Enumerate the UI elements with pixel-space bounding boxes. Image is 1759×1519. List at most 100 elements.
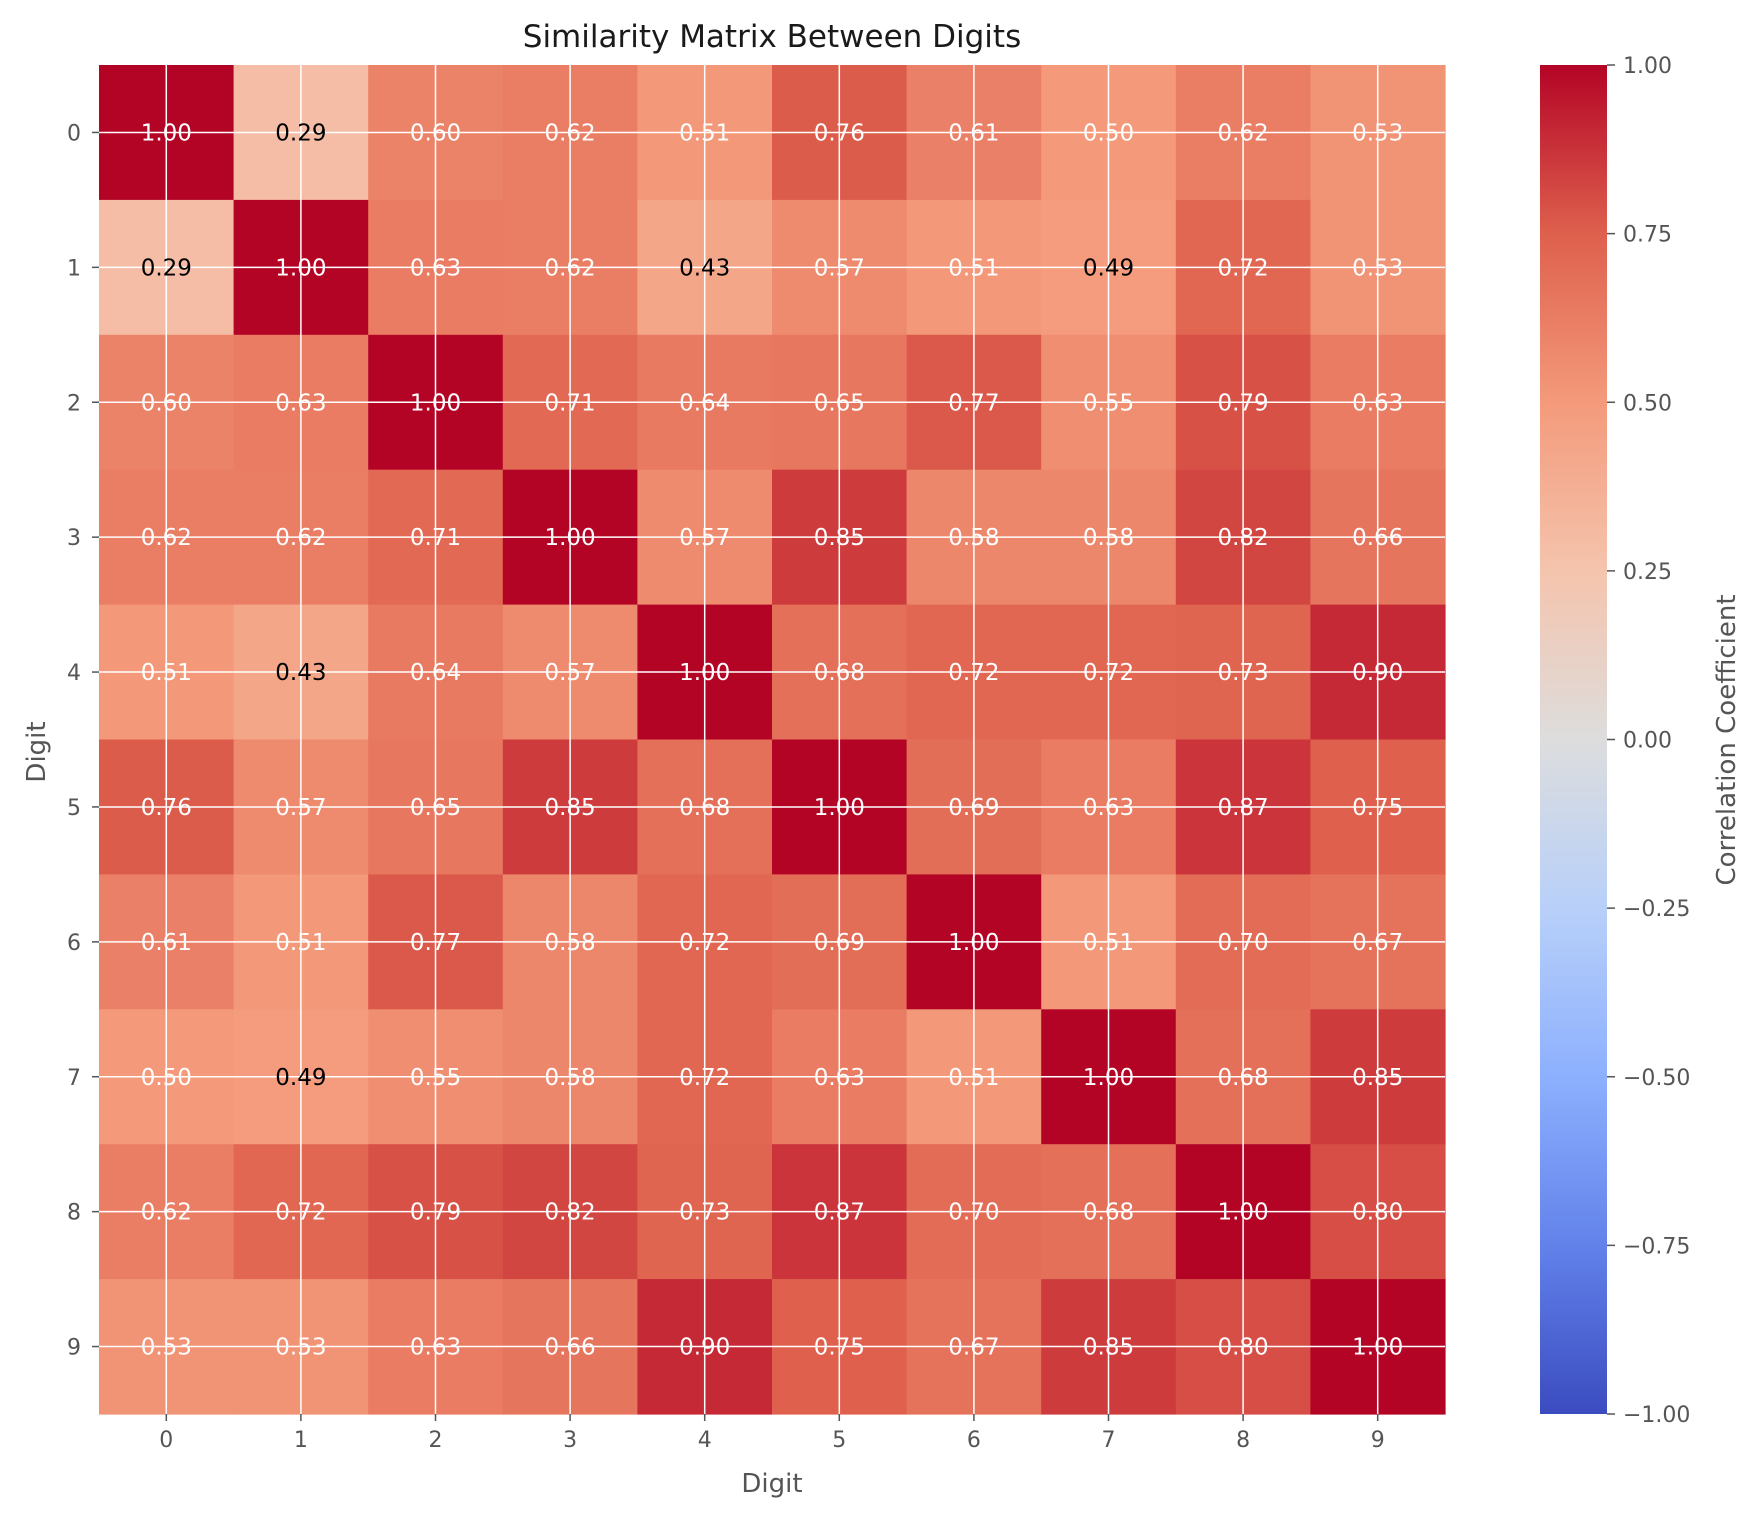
cell-value-label: 1.00 <box>1083 1065 1134 1091</box>
cell-value-label: 0.77 <box>948 390 999 416</box>
cell-value-label: 0.72 <box>1083 660 1134 686</box>
y-tick-label: 9 <box>67 1336 81 1361</box>
cell-value-label: 0.68 <box>1217 1065 1268 1091</box>
cell-value-label: 0.49 <box>1083 255 1134 281</box>
x-tick-label: 3 <box>563 1428 577 1453</box>
cell-value-label: 0.90 <box>1352 660 1403 686</box>
gridlines <box>99 65 1445 1414</box>
y-tick-label: 8 <box>67 1201 81 1226</box>
cell-value-label: 0.51 <box>948 255 999 281</box>
cell-value-label: 0.62 <box>544 255 595 281</box>
cell-value-label: 0.62 <box>275 525 326 551</box>
cell-value-label: 0.58 <box>948 525 999 551</box>
y-tick-label: 2 <box>67 391 81 416</box>
cell-value-label: 0.76 <box>141 795 192 821</box>
y-tick-label: 0 <box>67 121 81 146</box>
cell-value-label: 0.60 <box>141 390 192 416</box>
cell-value-label: 0.55 <box>1083 390 1134 416</box>
cell-value-label: 0.68 <box>814 660 865 686</box>
cell-value-label: 0.72 <box>948 660 999 686</box>
cell-value-label: 0.51 <box>948 1065 999 1091</box>
colorbar-tick-label: 0.50 <box>1623 391 1672 416</box>
cell-value-label: 1.00 <box>141 120 192 146</box>
cell-value-label: 0.82 <box>544 1200 595 1226</box>
cell-value-label: 0.77 <box>410 930 461 956</box>
cell-value-label: 0.73 <box>1217 660 1268 686</box>
y-axis-ticks: 0 1 2 3 4 5 6 7 8 9 <box>67 121 99 1361</box>
cell-value-label: 0.51 <box>141 660 192 686</box>
cell-value-label: 0.80 <box>1352 1200 1403 1226</box>
cell-value-label: 0.29 <box>275 120 326 146</box>
cell-value-label: 0.67 <box>1352 930 1403 956</box>
cell-value-label: 0.53 <box>1352 255 1403 281</box>
cell-value-label: 0.61 <box>948 120 999 146</box>
cell-value-label: 0.51 <box>679 120 730 146</box>
cell-value-label: 0.58 <box>544 1065 595 1091</box>
cell-value-label: 0.63 <box>1083 795 1134 821</box>
cell-value-label: 0.65 <box>814 390 865 416</box>
colorbar-tick-label: −0.25 <box>1623 897 1690 922</box>
colorbar-tick-label: 0.25 <box>1623 560 1672 585</box>
cell-value-label: 0.87 <box>1217 795 1268 821</box>
cell-value-label: 0.50 <box>1083 120 1134 146</box>
cell-value-label: 0.82 <box>1217 525 1268 551</box>
cell-value-label: 0.75 <box>1352 795 1403 821</box>
cell-value-label: 1.00 <box>410 390 461 416</box>
x-tick-label: 2 <box>429 1428 443 1453</box>
cell-annotations: 1.00 0.29 0.60 0.62 0.51 0.76 0.61 0.50 0.62 0.53… <box>141 120 1404 1360</box>
cell-value-label: 0.29 <box>141 255 192 281</box>
colorbar-tick-label: 1.00 <box>1623 54 1672 79</box>
y-tick-label: 1 <box>67 256 81 281</box>
colorbar-tick-label: −0.75 <box>1623 1234 1690 1259</box>
cell-value-label: 0.87 <box>814 1200 865 1226</box>
cell-value-label: 1.00 <box>544 525 595 551</box>
cell-value-label: 0.72 <box>679 930 730 956</box>
cell-value-label: 0.51 <box>275 930 326 956</box>
colorbar-label: Correlation Coefficient <box>1712 594 1742 885</box>
cell-value-label: 0.49 <box>275 1065 326 1091</box>
cell-value-label: 0.76 <box>814 120 865 146</box>
cell-value-label: 0.62 <box>141 1200 192 1226</box>
cell-value-label: 0.85 <box>544 795 595 821</box>
colorbar-ticks: 1.00 0.75 0.50 0.25 0.00 −0.25 −0.50 −0.75 −1.00 <box>1607 54 1690 1428</box>
cell-value-label: 0.80 <box>1217 1335 1268 1361</box>
cell-value-label: 0.66 <box>1352 525 1403 551</box>
cell-value-label: 0.57 <box>275 795 326 821</box>
chart-title: Similarity Matrix Between Digits <box>523 19 1021 55</box>
cell-value-label: 0.85 <box>1352 1065 1403 1091</box>
cell-value-label: 0.67 <box>948 1335 999 1361</box>
cell-value-label: 0.57 <box>544 660 595 686</box>
cell-value-label: 0.63 <box>410 255 461 281</box>
colorbar: 1.00 0.75 0.50 0.25 0.00 −0.25 −0.50 −0.75 −1.00… <box>1540 54 1742 1428</box>
colorbar-tick-label: 0.75 <box>1623 223 1672 248</box>
cell-value-label: 0.65 <box>410 795 461 821</box>
cell-value-label: 0.73 <box>679 1200 730 1226</box>
y-tick-label: 3 <box>67 526 81 551</box>
cell-value-label: 0.62 <box>544 120 595 146</box>
colorbar-tick-label: 0.00 <box>1623 729 1672 754</box>
cell-value-label: 0.60 <box>410 120 461 146</box>
cell-value-label: 0.85 <box>814 525 865 551</box>
cell-value-label: 1.00 <box>679 660 730 686</box>
y-tick-label: 6 <box>67 931 81 956</box>
cell-value-label: 0.63 <box>814 1065 865 1091</box>
cell-value-label: 1.00 <box>275 255 326 281</box>
y-tick-label: 7 <box>67 1066 81 1091</box>
cell-value-label: 0.57 <box>814 255 865 281</box>
cell-value-label: 0.70 <box>948 1200 999 1226</box>
cell-value-label: 0.63 <box>1352 390 1403 416</box>
cell-value-label: 0.64 <box>679 390 730 416</box>
cell-value-label: 0.70 <box>1217 930 1268 956</box>
cell-value-label: 0.63 <box>410 1335 461 1361</box>
cell-value-label: 0.71 <box>544 390 595 416</box>
y-tick-label: 4 <box>67 661 81 686</box>
x-tick-label: 6 <box>967 1428 981 1453</box>
cell-value-label: 0.69 <box>948 795 999 821</box>
x-axis-ticks: 0 1 2 3 4 5 6 7 8 9 <box>159 1414 1385 1453</box>
colorbar-tick-label: −1.00 <box>1623 1403 1690 1428</box>
colorbar-gradient <box>1540 65 1607 1414</box>
cell-value-label: 0.43 <box>275 660 326 686</box>
x-tick-label: 8 <box>1236 1428 1250 1453</box>
